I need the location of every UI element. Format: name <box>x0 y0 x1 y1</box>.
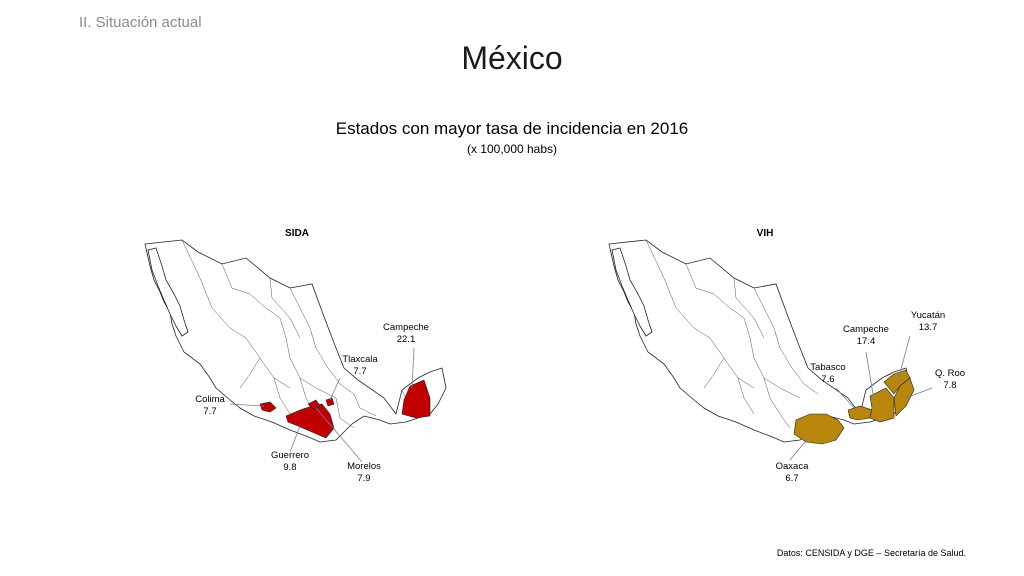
callout-value: 7.7 <box>353 366 367 377</box>
callout-guerrero: Guerrero 9.8 <box>271 450 309 474</box>
state-borders <box>645 239 819 429</box>
source-note: Datos: CENSIDA y DGE – Secretaría de Sal… <box>776 548 966 558</box>
callout-value: 7.7 <box>203 406 217 417</box>
callout-colima: Colima 7.7 <box>195 394 225 418</box>
callout-name: Oaxaca <box>775 461 809 472</box>
sida-map-panel: SIDA <box>140 228 500 528</box>
callout-oaxaca: Oaxaca 6.7 <box>776 461 809 485</box>
callout-campeche: Campeche 17.4 <box>843 324 889 348</box>
callout-name: Guerrero <box>270 450 310 461</box>
vih-map-title: VIH <box>756 228 774 239</box>
callout-value: 13.7 <box>918 322 938 333</box>
callout-quintana-roo: Q. Roo 7.8 <box>935 368 965 392</box>
callout-campeche: Campeche 22.1 <box>383 322 429 346</box>
callout-name: Tlaxcala <box>342 354 378 365</box>
units-label: (x 100,000 habs) <box>466 142 558 156</box>
callout-value: 7.6 <box>821 374 835 385</box>
state-tlaxcala <box>325 397 335 407</box>
callout-value: 17.4 <box>856 336 876 347</box>
callout-tabasco: Tabasco 7.6 <box>810 362 845 386</box>
state-quintana-roo <box>893 377 915 417</box>
callout-value: 7.8 <box>943 380 957 391</box>
state-morelos <box>307 399 321 411</box>
state-oaxaca <box>793 413 845 445</box>
chart-subtitle: Estados con mayor tasa de incidencia en … <box>335 119 689 138</box>
callout-value: 7.9 <box>357 473 371 484</box>
callout-name: Q. Roo <box>934 368 966 379</box>
callout-value: 22.1 <box>396 334 416 345</box>
callout-name: Campeche <box>383 322 429 333</box>
vih-map <box>608 239 933 461</box>
vih-map-panel: VIH Yucatán 1 <box>604 228 965 528</box>
section-label: II. Situación actual <box>79 14 202 31</box>
page-title: México <box>461 40 563 76</box>
callout-leader-lines <box>789 335 933 461</box>
state-colima <box>259 401 277 413</box>
callout-name: Morelos <box>347 461 381 472</box>
baja-california <box>611 247 653 337</box>
baja-california <box>147 247 189 337</box>
callout-name: Campeche <box>843 324 889 335</box>
callout-name: Yucatán <box>910 310 946 321</box>
callout-morelos: Morelos 7.9 <box>347 461 381 485</box>
callout-name: Colima <box>195 394 225 405</box>
callout-name: Tabasco <box>810 362 846 373</box>
mexico-outline <box>608 239 911 443</box>
state-guerrero <box>285 403 335 439</box>
mexico-outline <box>144 239 447 443</box>
state-campeche <box>401 379 431 419</box>
callout-leader-lines <box>229 347 415 463</box>
sida-map-title: SIDA <box>285 228 309 239</box>
callout-yucatan: Yucatán 13.7 <box>911 310 945 334</box>
callout-value: 9.8 <box>283 462 297 473</box>
callout-tlaxcala: Tlaxcala 7.7 <box>342 354 377 378</box>
state-campeche <box>869 387 895 423</box>
sida-map <box>144 239 447 463</box>
callout-value: 6.7 <box>785 473 799 484</box>
